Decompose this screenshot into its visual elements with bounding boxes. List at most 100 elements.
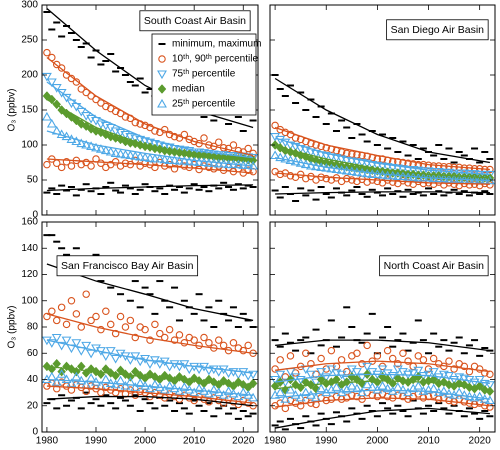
marker-dash <box>107 286 115 289</box>
marker-dash <box>414 319 422 322</box>
fit-line <box>275 389 490 400</box>
marker-triangle-up <box>238 387 249 397</box>
marker-triangle-down <box>174 362 185 372</box>
marker-dash <box>343 126 351 129</box>
marker-triangle-down <box>81 341 92 351</box>
marker-circle <box>111 388 120 397</box>
marker-circle <box>286 172 295 180</box>
marker-circle <box>131 118 140 127</box>
fit-line <box>46 158 254 174</box>
marker-dash <box>389 193 397 195</box>
marker-triangle-down <box>71 339 82 348</box>
marker-triangle-up <box>95 144 106 153</box>
marker-triangle-up <box>140 152 151 162</box>
marker-dash <box>440 339 448 342</box>
marker-dash <box>476 354 484 357</box>
marker-triangle-down <box>382 163 393 172</box>
marker-dash <box>373 191 381 194</box>
marker-dash <box>48 234 56 237</box>
marker-triangle-down <box>413 166 424 176</box>
marker-dash <box>302 336 310 339</box>
marker-circle <box>460 362 469 371</box>
marker-dash <box>161 299 169 302</box>
marker-dash <box>343 420 351 423</box>
marker-triangle-up <box>413 380 424 390</box>
marker-triangle-up <box>154 153 165 163</box>
marker-dash <box>409 193 417 195</box>
marker-circle <box>276 170 284 179</box>
marker-triangle-down <box>377 162 388 172</box>
marker-dash <box>195 188 203 191</box>
fit-line <box>46 98 254 162</box>
marker-dash <box>348 326 356 328</box>
marker-triangle-up <box>270 150 281 160</box>
marker-circle <box>48 307 56 315</box>
marker-dash <box>141 286 149 289</box>
marker-circle <box>92 312 100 321</box>
marker-triangle-down <box>423 167 434 177</box>
marker-triangle-down <box>449 375 460 385</box>
marker-triangle-down <box>321 373 332 382</box>
marker-dash <box>200 186 208 188</box>
marker-triangle-up <box>149 153 160 163</box>
marker-dash <box>276 88 284 90</box>
marker-dash <box>363 140 371 143</box>
marker-triangle-up <box>71 371 82 381</box>
marker-circle <box>111 107 120 116</box>
marker-dash <box>389 137 397 139</box>
marker-triangle-down <box>464 170 475 179</box>
marker-dash <box>363 404 371 407</box>
y-tick-label: 60 <box>27 348 39 359</box>
marker-dash <box>166 306 174 309</box>
marker-dash <box>102 186 110 188</box>
marker-dash <box>146 402 154 405</box>
marker-circle <box>195 165 203 174</box>
marker-dash <box>292 102 300 104</box>
marker-triangle-down <box>351 368 362 377</box>
marker-dash <box>210 326 218 328</box>
marker-dash <box>215 299 223 302</box>
marker-dash <box>419 412 427 415</box>
marker-circle <box>363 341 371 350</box>
marker-dash <box>117 191 125 194</box>
marker-triangle-up <box>135 378 146 387</box>
marker-dash <box>131 193 139 195</box>
y-tick-label: 300 <box>21 0 38 11</box>
marker-circle <box>205 163 213 172</box>
marker-dash <box>358 193 366 195</box>
x-tick-label: 2020 <box>232 436 255 447</box>
marker-circle <box>190 137 198 146</box>
marker-triangle-up <box>311 392 321 402</box>
marker-circle <box>131 333 140 342</box>
x-tick-label: 2000 <box>134 436 157 447</box>
marker-dash <box>175 319 183 322</box>
marker-circle <box>481 369 489 377</box>
marker-triangle-up <box>46 371 57 381</box>
marker-dash <box>87 190 95 193</box>
marker-circle <box>205 141 213 149</box>
marker-dash <box>353 186 361 188</box>
marker-triangle-up <box>189 156 200 166</box>
marker-dash <box>126 299 134 302</box>
marker-diamond <box>157 84 167 94</box>
x-tick-label: 1990 <box>85 436 108 447</box>
marker-triangle-down <box>203 366 214 376</box>
marker-circle <box>180 338 189 347</box>
marker-triangle-up <box>179 155 190 165</box>
marker-dash <box>384 187 392 190</box>
marker-dash <box>430 193 438 195</box>
marker-circle <box>141 159 149 167</box>
marker-dash <box>384 326 392 328</box>
marker-dash <box>394 404 402 407</box>
marker-triangle-down <box>295 375 306 385</box>
marker-circle <box>121 323 130 331</box>
marker-dash <box>363 332 371 335</box>
marker-dash <box>450 404 458 407</box>
marker-circle <box>43 48 51 57</box>
marker-dash <box>379 402 386 405</box>
marker-dash <box>166 184 174 187</box>
marker-dash <box>117 396 125 399</box>
marker-dash <box>239 410 247 412</box>
marker-dash <box>271 189 279 192</box>
marker-dash <box>276 420 284 423</box>
